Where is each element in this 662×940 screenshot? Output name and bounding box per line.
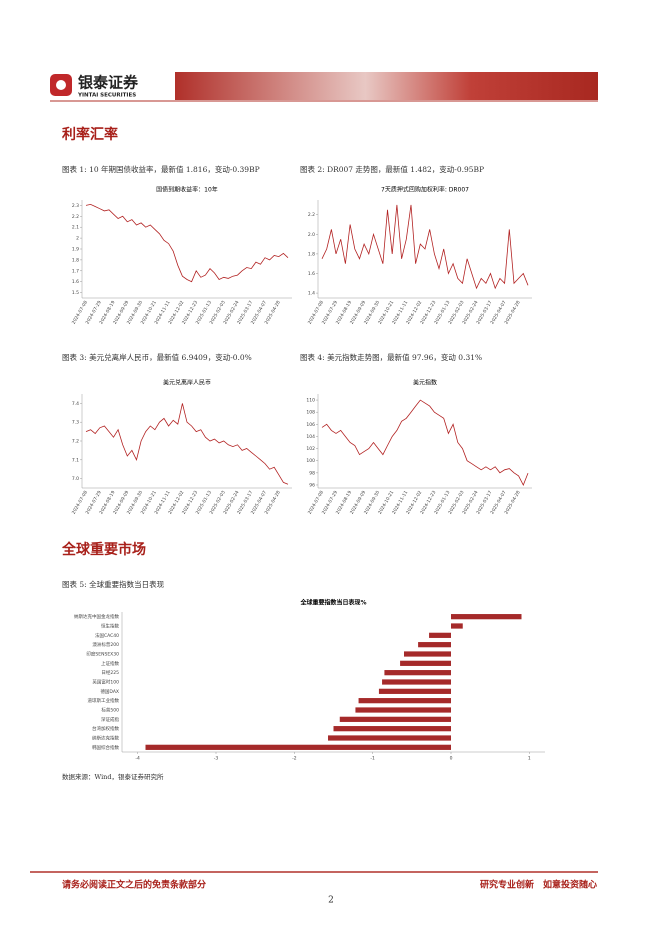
x-tick-label: 1 bbox=[528, 756, 531, 762]
header-band bbox=[175, 72, 598, 100]
line bbox=[85, 403, 289, 485]
y-tick-label: 7.3 bbox=[72, 420, 79, 426]
chart-title: 国债到期收益率：10年 bbox=[156, 186, 218, 194]
x-tick-label: 0 bbox=[450, 756, 453, 762]
x-tick-label: -2 bbox=[292, 756, 297, 762]
bar bbox=[400, 660, 451, 666]
caption: 图表 4: 美元指数走势图，最新值 97.96，变动 0.31% bbox=[300, 352, 482, 362]
section-title: 利率汇率 bbox=[62, 126, 118, 143]
bar bbox=[328, 735, 451, 741]
chart-title: 全球重要指数当日表现% bbox=[299, 599, 366, 607]
x-tick-label: -3 bbox=[214, 756, 219, 762]
y-tick-label: 98 bbox=[309, 470, 315, 476]
y-tick-label: 韩国综合指数 bbox=[92, 744, 119, 751]
logo-dot bbox=[56, 80, 66, 90]
caption: 图表 2: DR007 走势图，最新值 1.482，变动-0.95BP bbox=[300, 164, 484, 174]
y-tick-label: 2.2 bbox=[308, 212, 315, 218]
bar bbox=[145, 744, 451, 750]
bar bbox=[333, 726, 451, 732]
bar bbox=[404, 651, 451, 657]
chart-title: 美元指数 bbox=[413, 379, 437, 387]
y-tick-label: 恒生指数 bbox=[101, 623, 119, 630]
y-tick-label: 2.2 bbox=[72, 214, 79, 220]
bar bbox=[429, 632, 451, 638]
caption: 图表 5: 全球重要指数当日表现 bbox=[62, 579, 165, 589]
y-tick-label: 100 bbox=[306, 458, 315, 464]
y-tick-label: 1.6 bbox=[72, 279, 79, 285]
footer-left: 请务必阅读正文之后的免责条款部分 bbox=[62, 879, 206, 891]
bar bbox=[358, 698, 451, 704]
y-tick-label: 2.3 bbox=[72, 203, 79, 209]
y-tick-label: 深证成指 bbox=[101, 716, 119, 723]
bar bbox=[451, 623, 463, 629]
y-tick-label: 7.2 bbox=[72, 439, 79, 445]
y-tick-label: 印度SENSEX30 bbox=[86, 651, 119, 658]
y-tick-label: 108 bbox=[306, 410, 315, 416]
y-tick-label: 德国DAX bbox=[100, 688, 119, 695]
line bbox=[85, 203, 289, 283]
y-tick-label: 道琼斯工业指数 bbox=[88, 697, 120, 704]
y-tick-label: 法国CAC40 bbox=[95, 632, 119, 639]
y-tick-label: 96 bbox=[309, 482, 315, 488]
y-tick-label: 104 bbox=[306, 434, 315, 440]
page-number: 2 bbox=[328, 896, 334, 906]
y-tick-label: 7.4 bbox=[72, 401, 79, 407]
x-tick-label: -4 bbox=[135, 756, 140, 762]
y-tick-label: 2.1 bbox=[72, 225, 79, 231]
footer-right: 研究专业创新 如意投资随心 bbox=[480, 879, 597, 891]
logo: 银泰证券 YINTAI SECURITIES bbox=[50, 74, 139, 99]
bar bbox=[339, 716, 451, 722]
bar bbox=[384, 670, 451, 676]
y-tick-label: 2 bbox=[76, 236, 79, 242]
x-tick-label: -1 bbox=[370, 756, 375, 762]
y-tick-label: 2.0 bbox=[308, 232, 315, 238]
caption: 图表 3: 美元兑离岸人民币，最新值 6.9409，变动-0.0% bbox=[62, 352, 252, 362]
bar bbox=[382, 679, 451, 685]
y-tick-label: 上证指数 bbox=[101, 660, 119, 667]
y-tick-label: 英国富时100 bbox=[92, 679, 119, 686]
logo-en: YINTAI SECURITIES bbox=[77, 93, 136, 99]
y-tick-label: 7.1 bbox=[72, 457, 79, 463]
y-tick-label: 110 bbox=[306, 398, 315, 404]
y-tick-label: 日经225 bbox=[101, 669, 119, 676]
y-tick-label: 1.8 bbox=[72, 257, 79, 263]
y-tick-label: 106 bbox=[306, 422, 315, 428]
y-tick-label: 1.7 bbox=[72, 268, 79, 274]
y-tick-label: 标普500 bbox=[101, 707, 119, 714]
y-tick-label: 1.8 bbox=[308, 251, 315, 257]
caption: 图表 1: 10 年期国债收益率，最新值 1.816，变动-0.39BP bbox=[62, 164, 260, 174]
y-tick-label: 台湾加权指数 bbox=[92, 725, 119, 732]
y-tick-label: 102 bbox=[306, 446, 315, 452]
y-tick-label: 纳斯达克指数 bbox=[92, 735, 119, 742]
bar bbox=[418, 642, 451, 648]
bar bbox=[355, 707, 451, 713]
line bbox=[321, 204, 529, 290]
y-tick-label: 纳斯达克中国金龙指数 bbox=[74, 613, 119, 620]
source: 数据来源：Wind，银泰证券研究所 bbox=[62, 772, 164, 781]
y-tick-label: 1.6 bbox=[308, 271, 315, 277]
y-tick-label: 7.0 bbox=[72, 476, 79, 482]
y-tick-label: 1.9 bbox=[72, 247, 79, 253]
logo-text: 银泰证券 bbox=[78, 74, 139, 92]
section-title: 全球重要市场 bbox=[61, 541, 146, 558]
y-tick-label: 1.4 bbox=[308, 291, 315, 297]
line bbox=[321, 399, 529, 486]
y-tick-label: 1.5 bbox=[72, 290, 79, 296]
bar bbox=[451, 614, 522, 620]
chart-title: 美元兑离岸人民币 bbox=[163, 379, 211, 387]
chart-title: 7天质押式回购加权利率: DR007 bbox=[381, 186, 469, 194]
y-tick-label: 澳洲标普200 bbox=[92, 641, 119, 648]
bar bbox=[378, 688, 451, 694]
